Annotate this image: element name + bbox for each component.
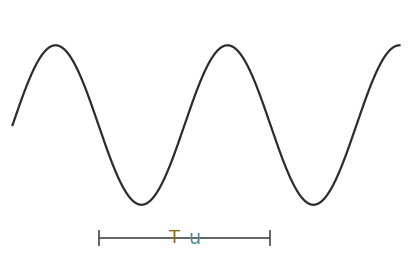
Text: u: u <box>189 229 201 248</box>
Text: T: T <box>169 229 180 247</box>
